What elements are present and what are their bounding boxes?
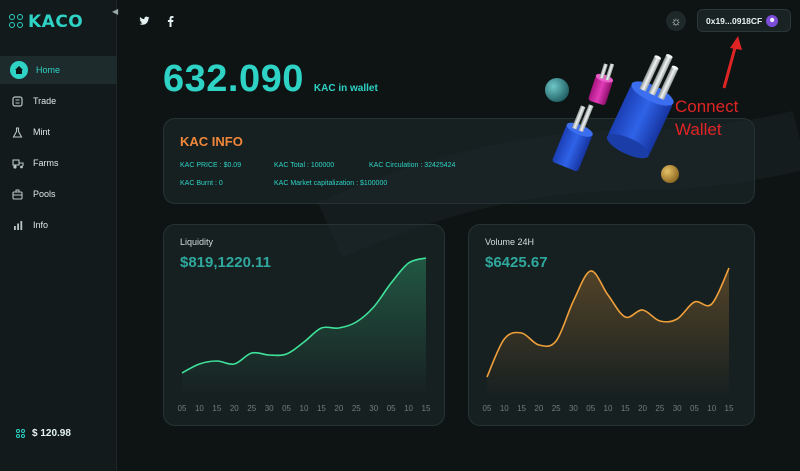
annotation-line-1: Connect	[675, 97, 739, 116]
sidebar-item-home[interactable]: Home	[0, 56, 117, 84]
sidebar: KACO Home Trade Mint Farms	[0, 0, 117, 471]
x-tick-label: 15	[422, 404, 431, 413]
x-tick-label: 25	[655, 404, 664, 413]
wallet-avatar-icon: ☻	[766, 14, 779, 27]
x-tick-label: 15	[317, 404, 326, 413]
x-tick-label: 10	[500, 404, 509, 413]
sidebar-item-farms[interactable]: Farms	[0, 149, 117, 177]
chart-value: $819,1220.11	[180, 254, 271, 271]
liquidity-chart-card: 05 10 15 20 25 30 05 10 15 20 25 30 05 10 15 Liquidity…	[163, 224, 445, 426]
x-tick-label: 10	[707, 404, 716, 413]
chart-title: Liquidity	[180, 237, 214, 247]
x-tick-label: 20	[334, 404, 343, 413]
x-tick-label: 30	[673, 404, 682, 413]
x-tick-label: 30	[369, 404, 378, 413]
pool-icon	[10, 187, 25, 202]
annotation-line-2: Wallet	[675, 120, 722, 139]
wallet-balance: 632.090 KAC in wallet	[163, 58, 378, 101]
x-tick-label: 05	[483, 404, 492, 413]
twitter-icon[interactable]	[137, 14, 151, 28]
sidebar-item-label: Trade	[33, 96, 57, 106]
kac-market-cap-stat: KAC Market capitalization : $100000	[274, 180, 388, 187]
balance-unit: KAC in wallet	[313, 83, 378, 94]
sidebar-item-label: Info	[33, 220, 49, 230]
chart-title: Volume 24H	[485, 237, 535, 247]
x-tick-label: 20	[230, 404, 239, 413]
x-tick-label: 20	[638, 404, 647, 413]
x-tick-label: 05	[178, 404, 187, 413]
facebook-icon[interactable]	[163, 14, 177, 28]
x-tick-label: 10	[195, 404, 204, 413]
x-tick-label: 10	[604, 404, 613, 413]
balance-amount: 632.090	[163, 58, 304, 100]
x-tick-label: 25	[247, 404, 256, 413]
x-tick-label: 15	[212, 404, 221, 413]
kac-info-title: KAC INFO	[180, 134, 243, 149]
brand-name: KACO	[28, 12, 84, 32]
x-tick-label: 15	[517, 404, 526, 413]
tractor-icon	[10, 156, 25, 171]
kac-price-value: $ 120.98	[32, 428, 71, 439]
kac-burnt-stat: KAC Burnt : 0	[180, 180, 223, 187]
volume-chart: 05 10 15 20 25 30 05 10 15 20 25 30 05 10 15	[483, 267, 734, 413]
x-tick-label: 05	[387, 404, 396, 413]
sidebar-item-pools[interactable]: Pools	[0, 180, 117, 208]
x-tick-label: 30	[569, 404, 578, 413]
sun-icon: ☼	[670, 14, 682, 28]
trade-icon	[10, 94, 25, 109]
sidebar-item-mint[interactable]: Mint	[0, 118, 117, 146]
sidebar-item-label: Pools	[33, 189, 56, 199]
x-tick-label: 15	[621, 404, 630, 413]
kaco-logo[interactable]: KACO	[9, 12, 83, 32]
kac-total-stat: KAC Total : 100000	[274, 162, 335, 169]
sidebar-item-label: Mint	[33, 127, 51, 137]
kac-price-footer: $ 120.98	[16, 428, 71, 439]
volume-chart-card: 05 10 15 20 25 30 05 10 15 20 25 30 05 10 15 Volume 24…	[468, 224, 755, 426]
theme-toggle-button[interactable]: ☼	[666, 11, 686, 31]
x-tick-label: 05	[690, 404, 699, 413]
x-tick-label: 20	[534, 404, 543, 413]
kac-circulation-stat: KAC Circulation : 32425424	[369, 162, 456, 169]
home-icon	[10, 61, 28, 79]
kac-price-stat: KAC PRICE : $0.09	[180, 162, 242, 169]
x-tick-label: 25	[552, 404, 561, 413]
x-tick-label: 30	[265, 404, 274, 413]
chart-area-fill	[487, 268, 729, 395]
collapse-sidebar-icon[interactable]: ◀	[112, 7, 119, 16]
x-tick-label: 25	[352, 404, 361, 413]
x-tick-label: 15	[725, 404, 734, 413]
sidebar-item-label: Farms	[33, 158, 59, 168]
flask-icon	[10, 125, 25, 140]
x-tick-label: 05	[586, 404, 595, 413]
sidebar-item-label: Home	[36, 65, 61, 75]
chart-area-fill	[182, 258, 426, 395]
x-tick-label: 10	[300, 404, 309, 413]
x-tick-label: 05	[282, 404, 291, 413]
wallet-address-button[interactable]: 0x19...0918CF ☻	[697, 9, 791, 32]
kaco-mini-logo-icon	[16, 428, 26, 439]
sidebar-nav: Home Trade Mint Farms Pools	[0, 56, 117, 242]
sidebar-item-trade[interactable]: Trade	[0, 87, 117, 115]
kac-info-card: KAC INFO KAC PRICE : $0.09 KAC Total : 1…	[163, 118, 755, 204]
kaco-logo-icon	[9, 14, 25, 30]
connect-wallet-annotation: Connect Wallet	[675, 95, 765, 141]
liquidity-chart: 05 10 15 20 25 30 05 10 15 20 25 30 05 10 15	[178, 257, 431, 413]
annotation-arrow	[722, 36, 742, 89]
x-tick-label: 10	[404, 404, 413, 413]
chart-value: $6425.67	[485, 254, 548, 271]
bar-chart-icon	[10, 218, 25, 233]
wallet-address: 0x19...0918CF	[706, 15, 763, 26]
sidebar-item-info[interactable]: Info	[0, 211, 117, 239]
